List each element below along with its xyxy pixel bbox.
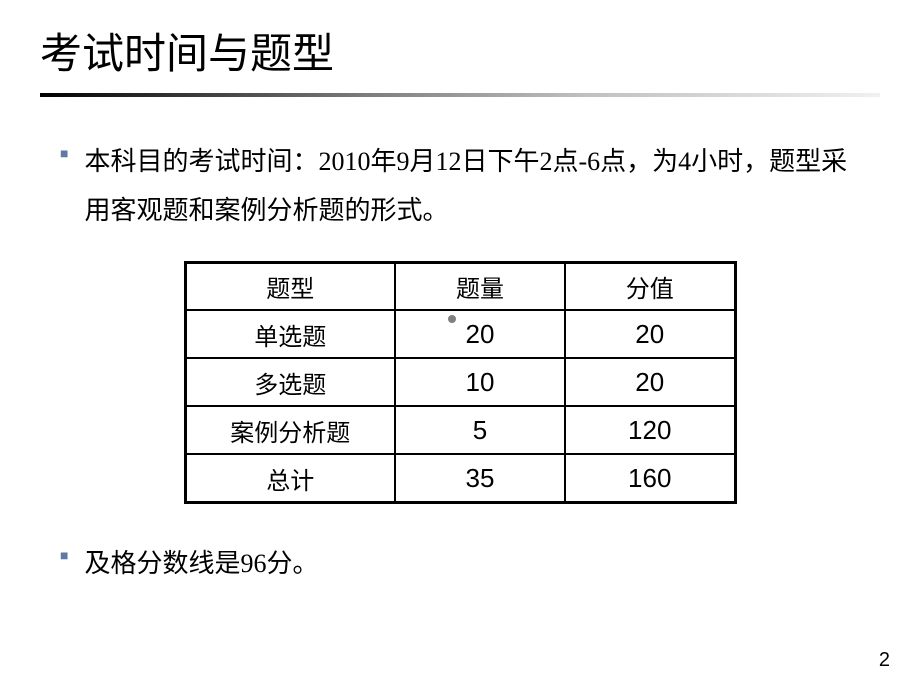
cell-type: 单选题 [185,310,395,358]
cell-score: 20 [565,310,735,358]
header-score: 分值 [565,262,735,310]
cell-score: 120 [565,406,735,454]
bullet-text-2: 及格分数线是96分。 [84,539,318,588]
cell-count: 20 [395,310,565,358]
table-container: 题型 题量 分值 单选题 20 20 多选题 10 20 案例分析题 5 120… [60,261,860,504]
bullet-icon: ■ [60,549,68,565]
cell-count: 35 [395,454,565,502]
page-number: 2 [879,649,890,672]
table-row: 单选题 20 20 [185,310,735,358]
cell-count: 10 [395,358,565,406]
page-title: 考试时间与题型 [40,20,880,81]
table-row: 案例分析题 5 120 [185,406,735,454]
cell-count: 5 [395,406,565,454]
bullet-item-2: ■ 及格分数线是96分。 [60,539,860,588]
content-area: ■ 本科目的考试时间：2010年9月12日下午2点-6点，为4小时，题型采用客观… [0,107,920,588]
cell-type: 多选题 [185,358,395,406]
header-type: 题型 [185,262,395,310]
header-count: 题量 [395,262,565,310]
cell-type: 案例分析题 [185,406,395,454]
cell-score: 160 [565,454,735,502]
center-marker-icon [448,315,456,323]
exam-table: 题型 题量 分值 单选题 20 20 多选题 10 20 案例分析题 5 120… [184,261,737,504]
table-header-row: 题型 题量 分值 [185,262,735,310]
table-row: 多选题 10 20 [185,358,735,406]
table-row: 总计 35 160 [185,454,735,502]
title-divider [40,93,880,97]
cell-score: 20 [565,358,735,406]
cell-type: 总计 [185,454,395,502]
bullet-icon: ■ [60,147,68,163]
bullet-text-1: 本科目的考试时间：2010年9月12日下午2点-6点，为4小时，题型采用客观题和… [84,137,860,236]
bullet-item-1: ■ 本科目的考试时间：2010年9月12日下午2点-6点，为4小时，题型采用客观… [60,137,860,236]
